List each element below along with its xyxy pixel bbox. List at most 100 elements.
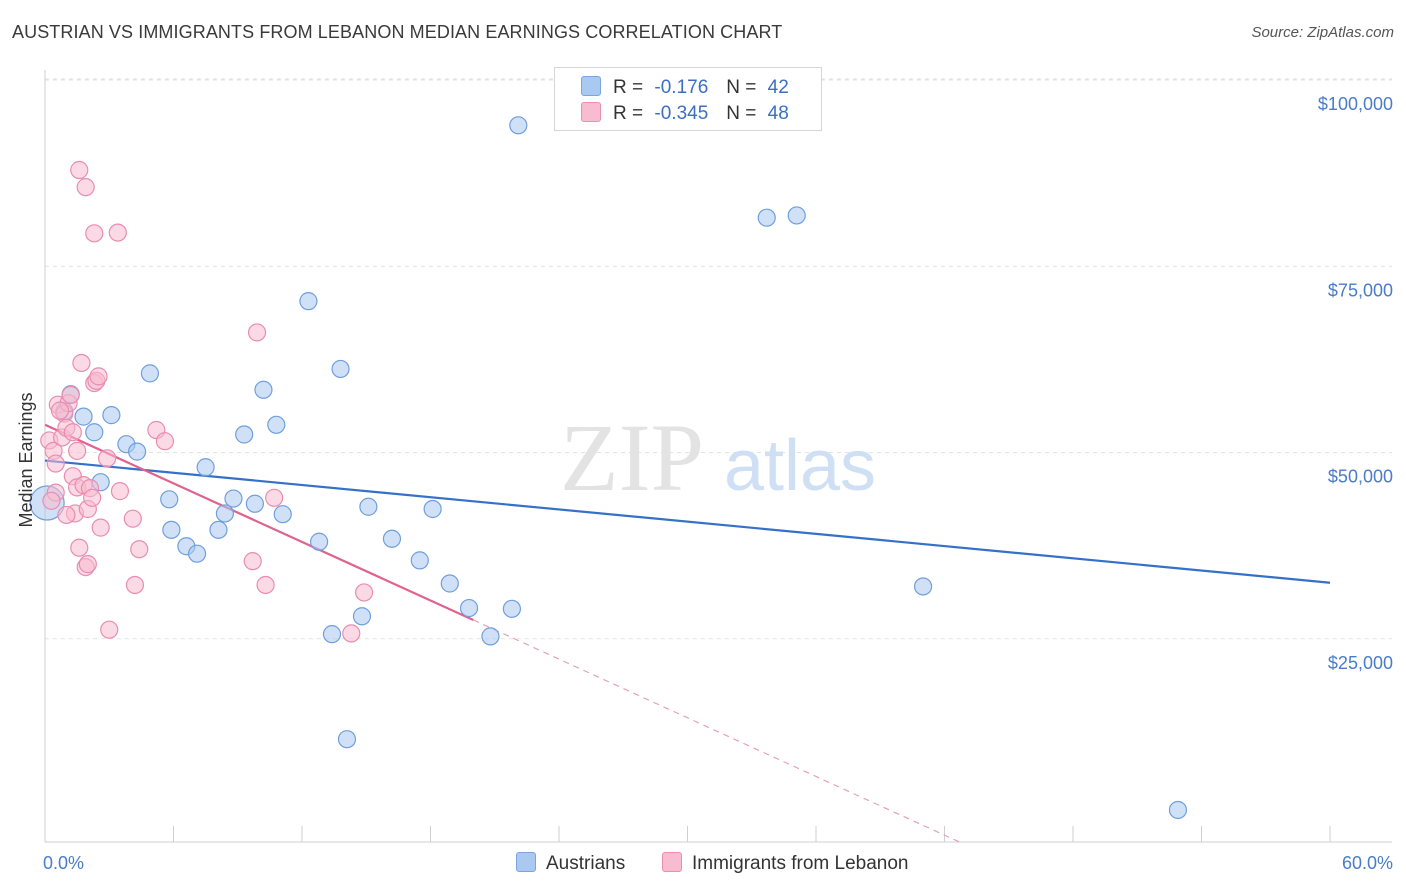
point-austrians <box>322 625 342 644</box>
point-lebanon <box>342 624 361 643</box>
point-lebanon <box>46 454 65 473</box>
point-austrians <box>913 577 933 596</box>
point-lebanon <box>42 491 61 510</box>
bottom-legend-label-austrians: Austrians <box>546 853 626 874</box>
y-tick-label: $100,000 <box>1318 94 1393 114</box>
point-lebanon <box>57 505 76 525</box>
point-austrians <box>215 504 234 523</box>
point-lebanon <box>110 482 130 501</box>
legend-n-label: N = <box>726 103 757 124</box>
point-austrians <box>160 490 179 509</box>
point-lebanon <box>130 540 149 559</box>
y-tick-label: $75,000 <box>1328 280 1393 300</box>
point-austrians <box>423 499 442 519</box>
legend-n-label: N = <box>726 77 757 98</box>
y-tick-label: $50,000 <box>1328 467 1393 487</box>
point-austrians <box>310 532 329 551</box>
point-austrians <box>359 497 378 516</box>
point-lebanon <box>125 575 145 595</box>
point-lebanon <box>247 323 267 342</box>
y-tick-label: $25,000 <box>1328 653 1393 673</box>
legend-row-lebanon: R = -0.345 N = 48 <box>581 102 789 126</box>
point-austrians <box>235 425 254 444</box>
point-austrians <box>209 520 228 539</box>
point-austrians <box>85 423 104 442</box>
point-austrians <box>102 406 121 425</box>
legend-swatch-lebanon <box>581 102 601 122</box>
point-lebanon <box>61 385 80 405</box>
point-lebanon <box>68 441 87 460</box>
trend-line-lebanon <box>44 423 474 621</box>
point-lebanon <box>91 518 110 537</box>
trend-lines <box>44 423 1331 843</box>
legend-row-austrians: R = -0.176 N = 42 <box>581 76 789 100</box>
bottom-legend-swatch-lebanon <box>662 852 682 872</box>
point-austrians <box>267 415 286 434</box>
point-austrians <box>331 359 350 379</box>
point-austrians <box>273 505 292 524</box>
point-austrians <box>140 364 160 383</box>
point-lebanon <box>155 432 175 451</box>
chart-title: AUSTRIAN VS IMMIGRANTS FROM LEBANON MEDI… <box>12 22 783 42</box>
watermark: ZIP atlas <box>560 404 876 511</box>
point-lebanon <box>243 552 262 571</box>
point-austrians <box>299 292 318 311</box>
point-austrians <box>410 551 429 570</box>
point-austrians <box>352 607 372 626</box>
point-lebanon <box>76 178 95 197</box>
point-lebanon <box>83 488 102 507</box>
legend-n-value: 42 <box>767 77 789 98</box>
point-austrians <box>254 380 273 399</box>
point-austrians <box>440 574 459 593</box>
point-lebanon <box>100 620 119 639</box>
point-lebanon <box>98 449 117 468</box>
y-axis-label: Median Earnings <box>16 392 36 527</box>
point-austrians <box>224 489 243 508</box>
point-austrians <box>509 116 528 135</box>
point-lebanon <box>85 224 104 243</box>
point-austrians <box>196 458 215 477</box>
point-austrians <box>787 206 806 225</box>
point-lebanon <box>70 538 89 557</box>
axes <box>44 70 1392 843</box>
point-austrians <box>481 627 500 646</box>
point-austrians <box>757 208 776 227</box>
point-austrians <box>245 494 264 513</box>
bottom-legend-lebanon: Immigrants from Lebanon <box>662 852 909 875</box>
point-austrians <box>1168 800 1188 820</box>
bottom-legend-label-lebanon: Immigrants from Lebanon <box>692 853 909 874</box>
point-lebanon <box>63 423 82 442</box>
point-lebanon <box>123 509 142 528</box>
legend-r-value: -0.345 <box>654 103 709 124</box>
trend-line-lebanon-extension <box>473 619 960 843</box>
point-lebanon <box>355 583 374 602</box>
point-austrians <box>502 599 521 618</box>
point-austrians <box>187 544 207 563</box>
legend-n-value: 48 <box>767 103 789 124</box>
point-lebanon <box>72 353 91 373</box>
x-tick-label-right: 60.0% <box>1342 853 1393 873</box>
point-austrians <box>162 520 181 539</box>
chart-source: Source: ZipAtlas.com <box>1251 24 1394 41</box>
x-tick-label-left: 0.0% <box>43 853 84 873</box>
point-lebanon <box>78 555 97 574</box>
point-austrians <box>459 598 479 618</box>
point-austrians <box>337 730 357 749</box>
axis-labels: $100,000 $75,000 $50,000 $25,000 0.0% 60.0% Me… <box>16 94 1393 873</box>
data-points <box>29 116 1188 820</box>
point-lebanon <box>50 401 70 420</box>
point-lebanon <box>108 223 127 242</box>
watermark-atlas: atlas <box>724 426 876 506</box>
legend-r-label: R = <box>613 103 644 124</box>
point-lebanon <box>256 575 275 595</box>
bottom-legend-austrians: Austrians <box>516 852 625 875</box>
point-lebanon <box>70 160 89 180</box>
legend-r-label: R = <box>613 77 644 98</box>
stats-legend: R = -0.176 N = 42 R = -0.345 N = 48 <box>554 67 822 131</box>
point-lebanon <box>265 488 284 507</box>
legend-swatch-austrians <box>581 76 601 96</box>
point-austrians <box>74 407 93 426</box>
bottom-legend-swatch-austrians <box>516 852 536 872</box>
point-austrians <box>382 529 402 548</box>
